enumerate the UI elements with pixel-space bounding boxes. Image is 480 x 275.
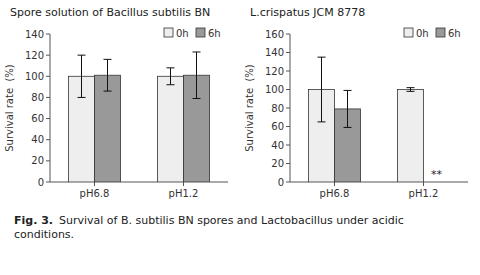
error-bar — [78, 55, 86, 97]
y-tick — [46, 118, 50, 119]
y-axis-label: Survival rate (%) — [244, 64, 255, 152]
legend-swatch — [436, 28, 445, 37]
error-cap — [193, 98, 201, 99]
y-tick — [286, 145, 290, 146]
marks — [69, 52, 210, 182]
error-bar — [104, 59, 112, 91]
error-line — [321, 57, 322, 122]
y-tick-label: 80 — [31, 92, 44, 103]
bar — [398, 90, 424, 183]
title: L.crispatus JCM 8778 — [250, 6, 365, 19]
error-cap — [104, 91, 112, 92]
error-line — [347, 90, 348, 127]
legend-swatch — [196, 28, 205, 37]
y-tick — [46, 55, 50, 56]
legend-label: 6h — [448, 28, 461, 39]
error-bar — [167, 68, 175, 85]
x-tick-label: pH1.2 — [409, 188, 439, 199]
y-tick-label: 40 — [31, 134, 44, 145]
x-tick — [334, 182, 335, 186]
y-axis — [290, 34, 291, 182]
y-tick-label: 60 — [271, 121, 284, 132]
error-cap — [167, 84, 175, 85]
y-tick — [286, 34, 290, 35]
error-bar — [407, 88, 415, 92]
error-cap — [318, 57, 326, 58]
error-bar — [193, 52, 201, 99]
y-tick — [46, 76, 50, 77]
y-tick-label: 120 — [25, 50, 44, 61]
y-tick — [46, 139, 50, 140]
caption: Fig. 3.Survival of B. subtilis BN spores… — [14, 214, 466, 242]
y-tick-label: 60 — [31, 113, 44, 124]
y-tick — [286, 71, 290, 72]
panel: Spore solution of Bacillus subtilis BN Su… — [4, 6, 228, 199]
y-tick — [46, 160, 50, 161]
error-line — [81, 55, 82, 97]
x-tick-label: pH6.8 — [320, 188, 350, 199]
error-line — [410, 88, 411, 92]
annotation: ** — [431, 168, 443, 181]
error-cap — [344, 90, 352, 91]
legend-label: 6h — [208, 28, 221, 39]
y-tick-label: 80 — [271, 103, 284, 114]
y-tick-label: 160 — [265, 29, 284, 40]
error-cap — [344, 127, 352, 128]
legend-swatch — [404, 28, 413, 37]
error-cap — [78, 55, 86, 56]
error-cap — [193, 51, 201, 52]
y-tick — [46, 97, 50, 98]
y-tick-label: 100 — [265, 84, 284, 95]
y-tick-label: 20 — [31, 155, 44, 166]
caption-label: Fig. 3. — [14, 214, 53, 227]
x-tick-label: pH1.2 — [169, 188, 199, 199]
x-tick — [183, 182, 184, 186]
legend: 0h 6h — [404, 28, 461, 39]
y-axis-label: Survival rate (%) — [4, 64, 15, 152]
x-tick — [423, 182, 424, 186]
y-tick — [46, 34, 50, 35]
bar — [424, 182, 450, 183]
error-bar — [344, 90, 352, 127]
bar — [158, 76, 184, 182]
panel: L.crispatus JCM 8778 Survival rate (%) 0 20… — [244, 6, 468, 199]
y-tick-label: 120 — [265, 66, 284, 77]
error-line — [107, 59, 108, 91]
y-tick-label: 20 — [271, 158, 284, 169]
y-tick-label: 100 — [25, 71, 44, 82]
y-tick-label: 140 — [25, 29, 44, 40]
error-bar — [318, 57, 326, 122]
y-tick — [286, 52, 290, 53]
error-line — [196, 52, 197, 99]
y-tick-label: 0 — [278, 177, 284, 188]
error-cap — [78, 97, 86, 98]
y-tick-label: 0 — [38, 177, 44, 188]
y-tick — [46, 182, 50, 183]
y-tick — [286, 163, 290, 164]
title: Spore solution of Bacillus subtilis BN — [10, 6, 210, 19]
error-line — [170, 68, 171, 85]
error-cap — [407, 91, 415, 92]
x-tick — [94, 182, 95, 186]
error-cap — [318, 121, 326, 122]
y-axis — [50, 34, 51, 182]
legend-label: 0h — [176, 28, 189, 39]
legend: 0h 6h — [164, 28, 221, 39]
y-tick-label: 40 — [271, 140, 284, 151]
legend-label: 0h — [416, 28, 429, 39]
bar — [95, 75, 121, 182]
error-cap — [407, 87, 415, 88]
legend-swatch — [164, 28, 173, 37]
y-tick — [286, 126, 290, 127]
y-tick — [286, 108, 290, 109]
y-tick — [286, 89, 290, 90]
marks — [309, 57, 424, 182]
error-cap — [167, 67, 175, 68]
caption-text: Survival of B. subtilis BN spores and La… — [14, 214, 404, 241]
y-tick — [286, 182, 290, 183]
x-tick-label: pH6.8 — [80, 188, 110, 199]
error-cap — [104, 59, 112, 60]
y-tick-label: 140 — [265, 47, 284, 58]
figure: Spore solution of Bacillus subtilis BN Su… — [0, 0, 480, 212]
